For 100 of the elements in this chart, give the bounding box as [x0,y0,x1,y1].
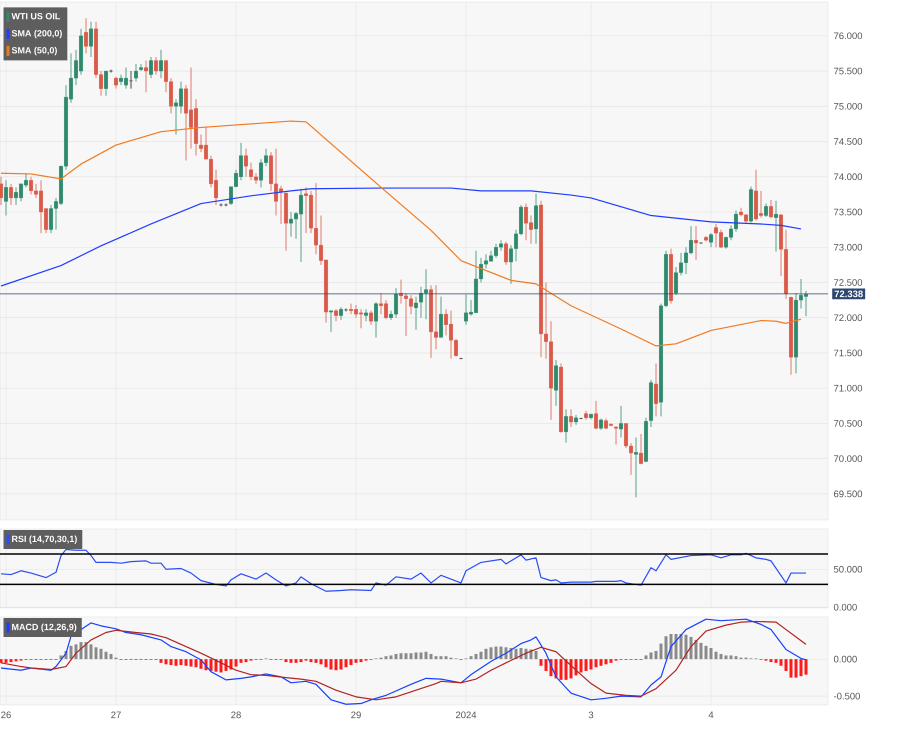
bar [344,659,348,668]
bar [674,634,678,660]
bar [390,655,393,660]
bar [360,659,363,662]
bar [470,656,473,660]
bar [580,659,583,672]
bar [420,652,423,660]
bar [594,659,598,668]
candlestick [654,363,658,417]
bar [700,642,703,660]
candlestick [369,310,373,326]
x-tick-label: 2024 [456,712,476,718]
bar [300,659,303,662]
candlestick [564,408,568,443]
bar [110,654,113,660]
candlestick [84,18,88,54]
bar [400,653,403,660]
bar [320,659,323,664]
bar [0,659,3,663]
x-tick-label: 28 [231,712,241,718]
bar [190,659,193,667]
bar [284,659,288,662]
bar [790,659,793,678]
candlestick [504,241,508,266]
bar [564,659,568,680]
bar [440,656,443,660]
bar [404,653,408,660]
legend-label: WTI US OIL [12,12,60,20]
bar [384,656,388,660]
bar [494,646,498,660]
bar [194,659,198,668]
bar [710,648,713,660]
candlestick [534,193,538,244]
y-tick-label: 0.000 [834,656,857,662]
bar [480,652,483,660]
candlestick [694,226,698,260]
y-tick-label: 74.500 [834,138,862,145]
bar [4,659,8,663]
bar [660,644,663,660]
bar [290,659,293,663]
y-tick-label: 73.500 [834,208,862,216]
bar [424,652,428,660]
bar [164,659,168,664]
bar [434,656,438,660]
candlestick [104,70,108,96]
bar [310,659,313,662]
candlestick [574,414,578,426]
candlestick [339,306,343,320]
bar [544,659,548,671]
candlestick [89,21,93,58]
bar [540,659,543,666]
bar [234,659,238,667]
bar [570,659,573,678]
bar [350,659,353,666]
candlestick [154,56,158,75]
candlestick [144,60,148,93]
y-tick-label: 50.000 [834,566,862,573]
candlestick [134,64,138,82]
candlestick [764,203,768,218]
bar [770,659,773,662]
bar [474,654,478,660]
bar [314,659,318,663]
candlestick [774,200,778,252]
candlestick [114,76,118,90]
candlestick [439,296,443,338]
bar [734,656,738,660]
bar [210,659,213,671]
candlestick [334,308,338,322]
y-tick-label: 75.000 [834,102,862,110]
y-tick-label: 74.000 [834,173,862,180]
legend-label: RSI (14,70,30,1) [12,535,77,544]
y-tick-label: 72.500 [834,279,862,286]
y-tick-label: 75.500 [834,68,862,74]
bar [804,659,808,675]
bar [444,656,448,660]
bar [650,652,653,660]
bar [684,634,688,660]
candlestick [619,405,623,438]
x-tick-label: 4 [708,712,714,718]
candlestick [614,426,618,445]
bar [800,659,803,676]
candlestick [364,308,368,322]
y-tick-label: 71.500 [834,350,862,356]
candlestick [634,437,638,498]
y-tick-label: 70.500 [834,420,862,427]
candlestick [599,418,603,430]
bar [340,659,343,670]
bar [330,659,333,670]
bar [90,644,93,660]
bar [644,655,648,660]
bar [100,648,103,660]
bar [610,659,613,663]
y-tick-label: 69.500 [834,490,862,498]
candlestick [9,183,13,206]
bar [104,652,108,660]
bar [724,655,728,660]
x-tick-label: 26 [1,712,11,718]
bar [80,642,83,660]
candlestick [594,400,598,430]
bar [414,652,418,660]
